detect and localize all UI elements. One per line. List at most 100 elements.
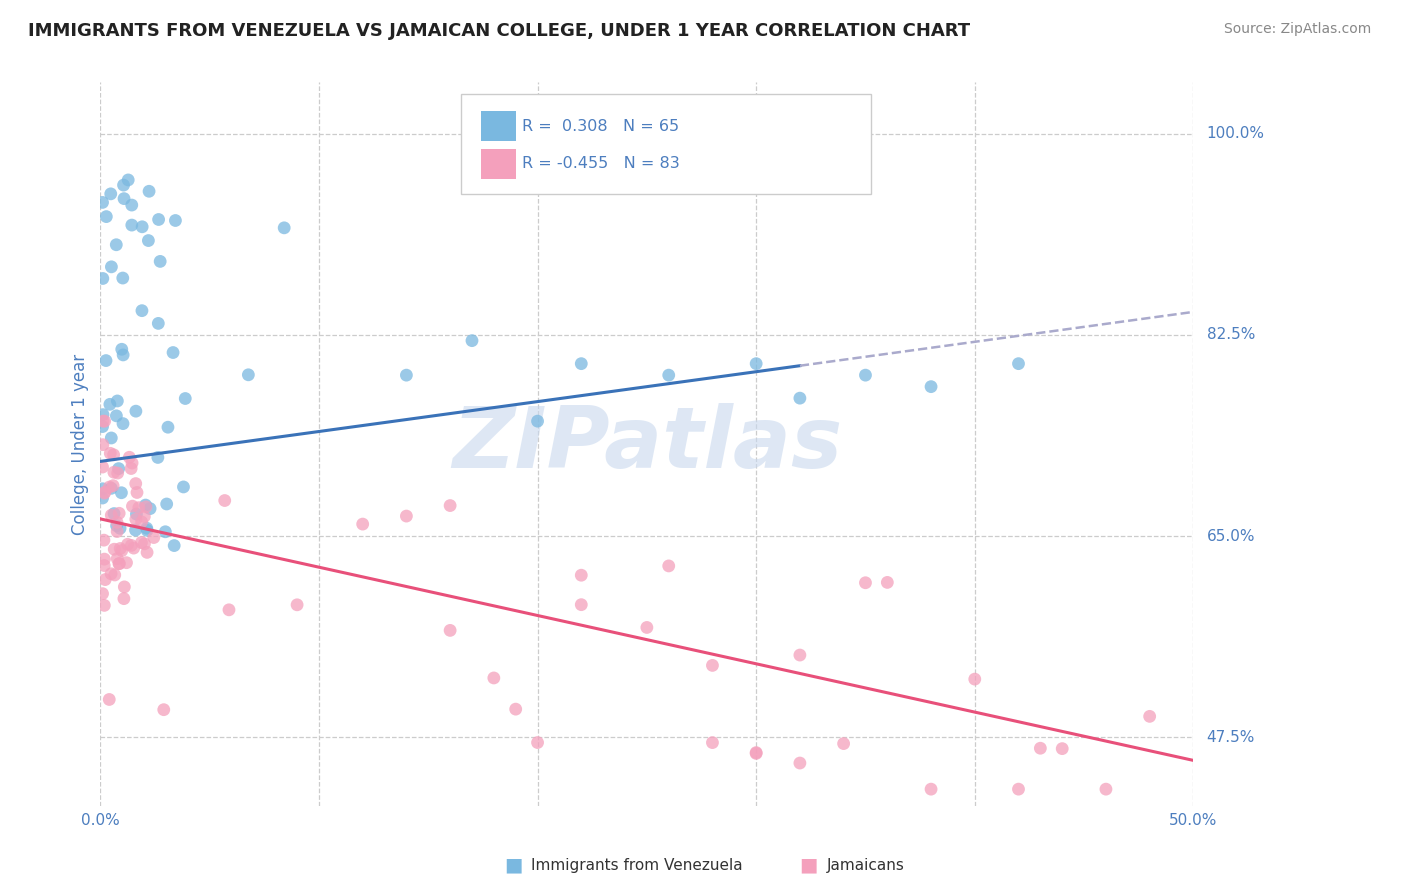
Point: [505, 702, 527, 716]
Point: [131, 515, 153, 529]
Point: [111, 543, 134, 558]
Point: [218, 603, 240, 617]
Point: [125, 512, 148, 526]
Point: [117, 173, 139, 187]
Point: [103, 448, 125, 462]
Point: [94, 353, 117, 368]
Point: [745, 747, 768, 761]
Point: [131, 303, 153, 318]
Point: [569, 357, 592, 371]
Point: [138, 234, 160, 248]
Text: 82.5%: 82.5%: [1206, 327, 1256, 343]
Point: [963, 672, 986, 686]
Point: [105, 551, 128, 566]
Point: [98, 480, 121, 494]
Point: [702, 736, 724, 750]
Point: [121, 198, 143, 212]
Point: [111, 417, 134, 431]
Text: ■: ■: [799, 855, 818, 875]
Point: [138, 184, 160, 198]
Point: [789, 756, 811, 770]
Point: [658, 558, 681, 573]
Point: [131, 535, 153, 549]
Point: [125, 507, 148, 521]
Point: [136, 545, 159, 559]
Point: [91, 460, 114, 475]
Point: [93, 414, 115, 428]
Point: [121, 456, 143, 470]
Point: [108, 541, 131, 556]
Point: [125, 404, 148, 418]
Point: [105, 394, 128, 409]
Point: [135, 498, 157, 512]
Point: [125, 476, 148, 491]
Point: [91, 419, 114, 434]
Point: [1007, 357, 1029, 371]
Point: [124, 523, 146, 537]
Point: [108, 557, 131, 571]
Point: [94, 485, 117, 500]
Point: [105, 516, 128, 530]
Point: [439, 624, 461, 638]
Point: [121, 499, 143, 513]
Point: [94, 573, 117, 587]
Point: [107, 461, 129, 475]
Point: [91, 271, 114, 285]
Point: [105, 518, 128, 533]
Point: [238, 368, 260, 382]
Point: [172, 480, 194, 494]
Point: [91, 414, 114, 428]
Text: Immigrants from Venezuela: Immigrants from Venezuela: [531, 858, 744, 872]
Point: [148, 212, 170, 227]
Point: [100, 508, 122, 523]
Point: [461, 334, 484, 348]
Text: 0.0%: 0.0%: [82, 814, 120, 829]
Point: [100, 260, 122, 274]
Text: R = -0.455   N = 83: R = -0.455 N = 83: [522, 156, 681, 171]
Point: [93, 486, 115, 500]
Point: [146, 450, 169, 465]
Point: [273, 220, 295, 235]
Point: [789, 391, 811, 405]
Point: [855, 575, 877, 590]
Point: [103, 465, 125, 479]
Point: [115, 556, 138, 570]
Point: [103, 507, 125, 521]
Point: [100, 431, 122, 445]
Point: [139, 501, 162, 516]
Point: [395, 509, 418, 524]
Point: [1050, 741, 1073, 756]
Text: 65.0%: 65.0%: [1206, 529, 1256, 543]
Point: [174, 392, 197, 406]
Point: [162, 345, 184, 359]
Point: [125, 485, 148, 500]
Point: [163, 539, 186, 553]
Point: [121, 218, 143, 232]
Point: [214, 493, 236, 508]
Point: [134, 537, 156, 551]
Point: [103, 542, 125, 557]
Point: [855, 368, 877, 383]
Point: [91, 491, 114, 505]
Point: [96, 210, 118, 224]
Point: [1095, 782, 1118, 797]
Point: [108, 557, 131, 571]
Point: [91, 408, 114, 422]
Point: [93, 599, 115, 613]
Point: [920, 782, 942, 797]
Point: [439, 499, 461, 513]
Point: [93, 533, 115, 548]
Point: [156, 497, 179, 511]
Point: [120, 538, 142, 552]
Point: [876, 575, 898, 590]
Point: [93, 552, 115, 566]
Point: [105, 524, 128, 539]
Point: [128, 500, 150, 515]
Point: [135, 500, 157, 514]
Point: [112, 348, 135, 362]
Point: [100, 186, 122, 201]
Point: [112, 192, 135, 206]
Text: 47.5%: 47.5%: [1206, 730, 1256, 745]
Point: [1139, 709, 1161, 723]
Point: [98, 446, 121, 460]
